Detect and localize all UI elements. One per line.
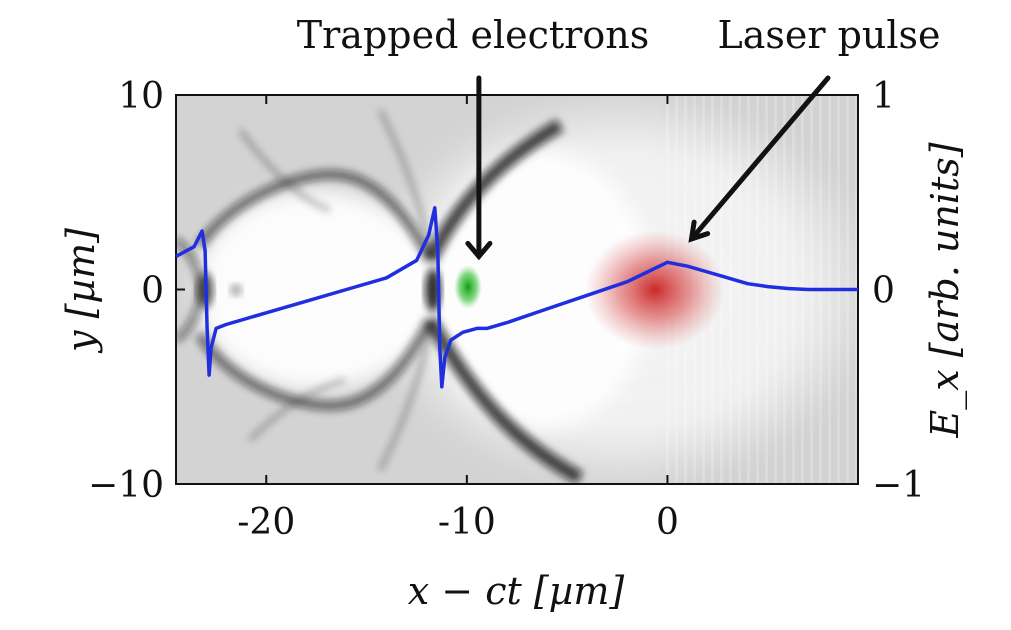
annotation-trapped-electrons: Trapped electrons [297, 13, 649, 57]
bubble-1 [196, 190, 436, 390]
y-right-tick-label: 1 [872, 76, 895, 117]
y-left-tick-label: −10 [88, 465, 164, 506]
y-left-tick-label: 10 [118, 76, 164, 117]
density-map [176, 95, 858, 484]
x-tick-label: 0 [656, 502, 679, 543]
laser-pulse-blob [585, 230, 725, 350]
arrow-laser-pulse [689, 75, 831, 242]
y-left-tick-label: 0 [141, 271, 164, 312]
x-axis-label: x − ct [µm] [408, 569, 625, 613]
electron-sheath [176, 109, 584, 484]
x-tick-label: -10 [438, 502, 496, 543]
annotation-laser-pulse: Laser pulse [717, 13, 940, 57]
arrow-laser-pulse-head [688, 219, 711, 243]
bubble-2 [430, 150, 650, 430]
y-right-tick-label: −1 [872, 465, 925, 506]
arrow-trapped-electrons-head [465, 240, 493, 261]
series-ex [175, 206, 858, 389]
y-axis-label-right: E_x [arb. units] [923, 142, 968, 438]
trapped-electrons-blob [454, 265, 482, 309]
annotation-arrows [465, 75, 831, 261]
y-axis-label-left: y [µm] [59, 228, 103, 354]
y-right-tick-label: 0 [872, 271, 895, 312]
x-tick-label: -20 [237, 502, 295, 543]
